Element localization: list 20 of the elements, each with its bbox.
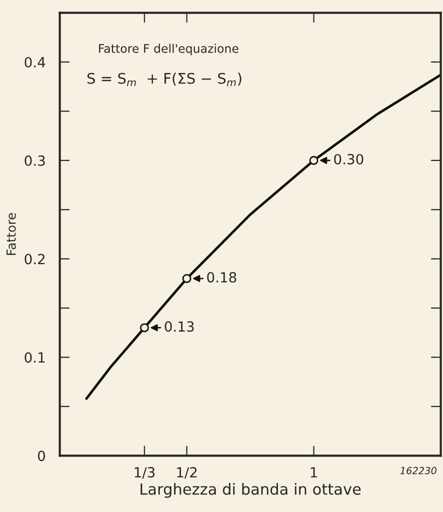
text: 162230 <box>400 466 436 474</box>
point <box>309 156 318 165</box>
y-tick-label: 0.2 <box>24 254 45 264</box>
x-axis-title: Larghezza di banda in ottave <box>140 483 361 498</box>
x-tick-label: 1/3 <box>134 467 155 479</box>
data-label: 0.13 <box>164 321 194 332</box>
y-axis-title: Fattore <box>6 213 16 255</box>
y-tick-label: 0.1 <box>24 352 45 363</box>
point <box>182 274 192 284</box>
point <box>140 323 149 332</box>
y-tick-label: 0.4 <box>24 56 46 68</box>
x-tick-label: 1/2 <box>177 467 197 479</box>
data-label: 0.30 <box>334 154 364 164</box>
data-label: 0.18 <box>207 272 236 283</box>
annotation: Fattore F dell'equazione <box>99 44 238 56</box>
x-tick-label: 1 <box>310 467 317 478</box>
annotation: S = S$_{m}$ + F(ΣS − S$_{m}$) <box>87 72 242 86</box>
y-tick-label: 0 <box>38 450 45 462</box>
line-series <box>85 74 441 400</box>
y-tick-label: 0.3 <box>24 155 45 166</box>
